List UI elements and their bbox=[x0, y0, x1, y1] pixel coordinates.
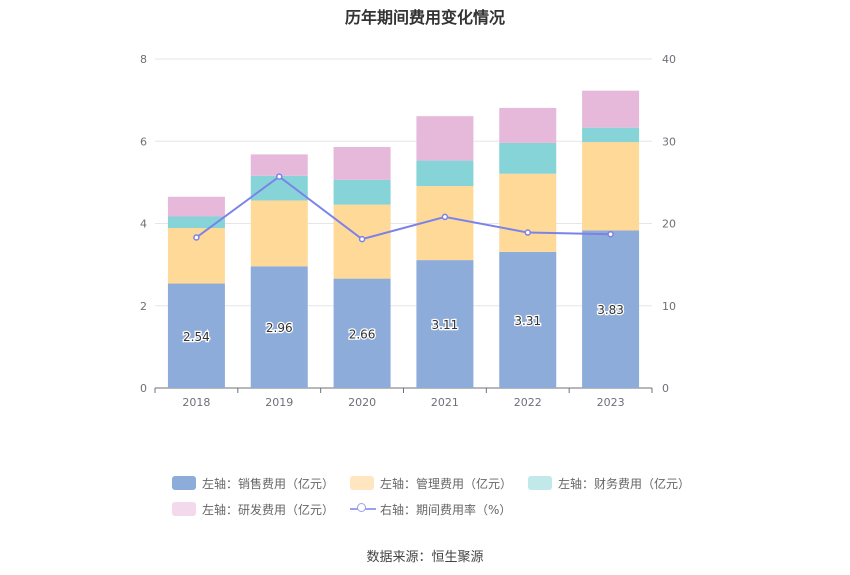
bar-segment-0 bbox=[416, 260, 474, 388]
x-tick-label: 2019 bbox=[265, 396, 293, 409]
bar-segment-0 bbox=[499, 251, 557, 388]
data-source: 数据来源：恒生聚源 bbox=[366, 550, 484, 565]
left-tick-label: 8 bbox=[140, 53, 147, 66]
bar-value-label: 2.66 bbox=[349, 327, 376, 341]
legend-swatch-finance bbox=[528, 476, 553, 490]
bar-segment-2 bbox=[499, 142, 557, 174]
bar-segment-0 bbox=[250, 266, 308, 388]
right-tick-label: 30 bbox=[662, 135, 676, 148]
legend: 左轴：销售费用（亿元） 左轴：管理费用（亿元） 左轴：财务费用（亿元） 左轴：研… bbox=[172, 470, 692, 522]
bar-segment-2 bbox=[582, 127, 640, 143]
legend-line-marker-icon bbox=[350, 502, 377, 516]
bar-value-label: 2.96 bbox=[266, 321, 293, 335]
bar-segment-3 bbox=[250, 154, 308, 176]
bar-segment-1 bbox=[250, 200, 308, 267]
legend-label-rate: 右轴：期间费用率（%） bbox=[380, 502, 512, 517]
legend-item-rd[interactable]: 左轴：研发费用（亿元） bbox=[172, 501, 334, 518]
bar-segment-1 bbox=[582, 142, 640, 231]
left-tick-label: 0 bbox=[140, 382, 147, 395]
legend-label-finance: 左轴：财务费用（亿元） bbox=[558, 476, 691, 491]
legend-label-rd: 左轴：研发费用（亿元） bbox=[202, 502, 335, 517]
legend-swatch-rd bbox=[172, 502, 196, 516]
right-tick-label: 20 bbox=[662, 218, 676, 231]
x-tick-label: 2020 bbox=[348, 396, 376, 409]
rate-point bbox=[441, 213, 449, 221]
legend-label-admin: 左轴：管理费用（亿元） bbox=[380, 476, 513, 491]
left-tick-label: 4 bbox=[140, 218, 147, 231]
bar-value-label: 3.11 bbox=[432, 318, 459, 332]
bar-segment-3 bbox=[499, 107, 557, 143]
bar-segment-0 bbox=[167, 283, 225, 388]
bar-segment-1 bbox=[416, 186, 474, 261]
bar-segment-3 bbox=[167, 196, 225, 217]
chart-title: 历年期间费用变化情况 bbox=[344, 8, 505, 27]
bar-segment-0 bbox=[582, 230, 640, 388]
bar-segment-3 bbox=[416, 116, 474, 161]
bar-value-label: 2.54 bbox=[183, 330, 210, 344]
rate-line bbox=[195, 175, 611, 241]
x-tick-label: 2021 bbox=[431, 396, 459, 409]
legend-swatch-admin bbox=[350, 476, 375, 490]
rate-point bbox=[358, 235, 366, 243]
bar-segment-2 bbox=[167, 216, 225, 229]
right-tick-label: 0 bbox=[662, 382, 669, 395]
x-tick-label: 2022 bbox=[514, 396, 542, 409]
right-tick-label: 40 bbox=[662, 53, 676, 66]
bar-segment-2 bbox=[416, 160, 474, 187]
bar-segment-0 bbox=[333, 278, 391, 388]
x-tick-label: 2018 bbox=[182, 396, 210, 409]
bar-segment-2 bbox=[333, 179, 391, 205]
right-tick-label: 10 bbox=[662, 300, 676, 313]
rate-point bbox=[524, 229, 531, 236]
legend-label-sales: 左轴：销售费用（亿元） bbox=[202, 476, 335, 491]
legend-item-sales[interactable]: 左轴：销售费用（亿元） bbox=[172, 475, 334, 492]
bar-segment-3 bbox=[333, 147, 391, 180]
left-tick-label: 6 bbox=[140, 135, 147, 148]
rate-point bbox=[607, 230, 614, 238]
bar-segment-1 bbox=[499, 173, 557, 252]
legend-item-admin[interactable]: 左轴：管理费用（亿元） bbox=[350, 475, 512, 492]
legend-item-rate[interactable]: 右轴：期间费用率（%） bbox=[350, 501, 511, 518]
legend-item-finance[interactable]: 左轴：财务费用（亿元） bbox=[528, 475, 690, 492]
bar-segment-2 bbox=[250, 175, 308, 201]
bar-value-label: 3.31 bbox=[514, 314, 541, 328]
left-tick-label: 2 bbox=[140, 300, 147, 313]
bar-segment-3 bbox=[582, 90, 640, 128]
bar-value-label: 3.83 bbox=[597, 303, 624, 317]
legend-swatch-sales bbox=[172, 476, 196, 490]
rate-point bbox=[276, 173, 283, 180]
x-tick-label: 2023 bbox=[597, 396, 625, 409]
rate-point bbox=[193, 234, 200, 241]
